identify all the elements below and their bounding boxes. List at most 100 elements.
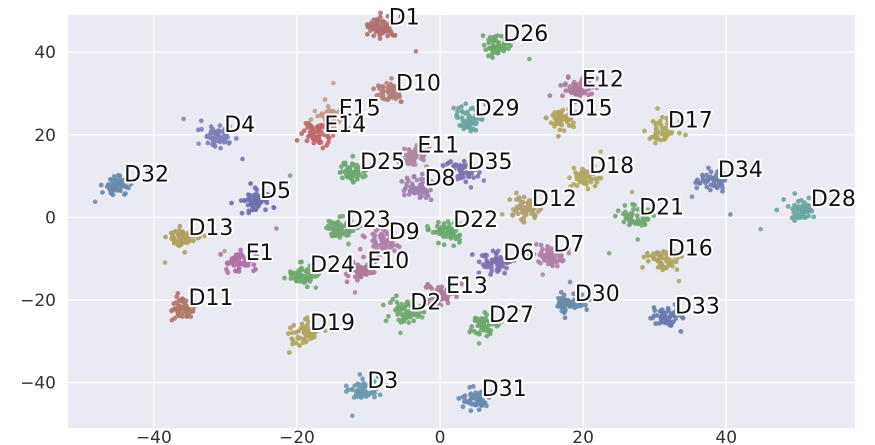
cluster-label-d21: D21 [639, 195, 684, 220]
data-point [670, 124, 676, 129]
data-point [513, 190, 519, 196]
data-point [340, 213, 346, 219]
data-point [580, 166, 585, 172]
x-tick-label: −40 [136, 428, 172, 445]
cluster-d28 [758, 191, 821, 232]
data-point [176, 227, 182, 233]
data-point [472, 318, 478, 324]
data-point [578, 175, 584, 181]
data-point [304, 268, 310, 274]
data-point [490, 389, 495, 395]
data-point [423, 195, 429, 201]
data-point [123, 175, 129, 181]
data-point [370, 231, 376, 237]
data-point [368, 20, 374, 26]
data-point [689, 194, 695, 199]
data-point [297, 259, 303, 265]
data-point [377, 242, 383, 248]
data-point [390, 233, 396, 238]
data-point [463, 123, 469, 129]
data-point [566, 106, 571, 112]
data-point [664, 252, 669, 258]
data-point [384, 243, 390, 249]
data-point [404, 183, 410, 189]
data-point [240, 156, 245, 162]
data-point [662, 316, 668, 322]
data-point [290, 337, 296, 343]
cluster-e15 [308, 80, 351, 134]
cluster-labels-layer: D1 D26 D10 E12 E15 D29 D15 D4 E14 D17 E11 D25 D35 D18… [122, 3, 858, 404]
data-point [328, 124, 334, 130]
data-point [565, 74, 571, 80]
data-point [457, 232, 463, 238]
data-point [419, 171, 425, 177]
data-point [476, 259, 482, 265]
data-point [377, 14, 383, 20]
cluster-d34 [689, 165, 733, 217]
data-point [654, 128, 659, 134]
data-point [520, 200, 525, 206]
cluster-d1 [364, 10, 419, 54]
data-point [369, 270, 375, 275]
data-point [217, 139, 223, 145]
data-point [222, 126, 228, 132]
data-point [309, 267, 315, 273]
data-point [625, 216, 631, 222]
data-point [173, 306, 178, 311]
data-point [320, 145, 326, 151]
data-point [527, 56, 532, 62]
data-point [425, 227, 431, 233]
data-point [232, 268, 238, 274]
data-point [679, 253, 684, 259]
data-point [337, 118, 343, 123]
data-point [650, 119, 656, 124]
data-point [660, 131, 666, 136]
data-point [313, 285, 319, 290]
data-point [184, 240, 190, 246]
data-point [238, 198, 244, 203]
data-point [663, 265, 669, 271]
cluster-d4 [181, 116, 239, 151]
data-point [439, 175, 445, 181]
data-point [375, 18, 381, 24]
data-point [427, 182, 432, 188]
data-point [451, 243, 457, 249]
data-point [238, 247, 244, 253]
cluster-d31 [456, 378, 495, 414]
data-point [486, 53, 491, 59]
data-point [678, 329, 684, 334]
data-point [181, 233, 187, 239]
data-point [460, 404, 466, 410]
data-point [307, 263, 313, 269]
data-point [444, 161, 450, 167]
data-point [482, 309, 488, 315]
data-point [497, 318, 503, 324]
data-point [496, 40, 502, 45]
data-point [635, 207, 641, 212]
data-point [352, 290, 358, 295]
data-point [325, 104, 331, 109]
data-point [312, 108, 318, 114]
data-point [647, 136, 653, 142]
data-point [344, 167, 349, 173]
data-point [433, 303, 439, 309]
data-point [641, 254, 647, 260]
data-point [450, 173, 456, 179]
data-point [561, 128, 567, 133]
data-point [555, 252, 561, 257]
data-point [560, 107, 566, 113]
data-point [371, 249, 377, 254]
data-point [308, 117, 314, 122]
data-point [372, 259, 378, 265]
data-point [321, 125, 327, 130]
data-point [449, 291, 455, 296]
data-point [437, 296, 443, 302]
data-point [363, 389, 368, 394]
data-point [302, 279, 308, 285]
y-tick-label: −40 [20, 374, 56, 394]
data-point [720, 188, 725, 194]
data-point [567, 175, 572, 181]
data-point [435, 219, 441, 225]
data-point [195, 235, 201, 241]
data-point [422, 185, 428, 191]
